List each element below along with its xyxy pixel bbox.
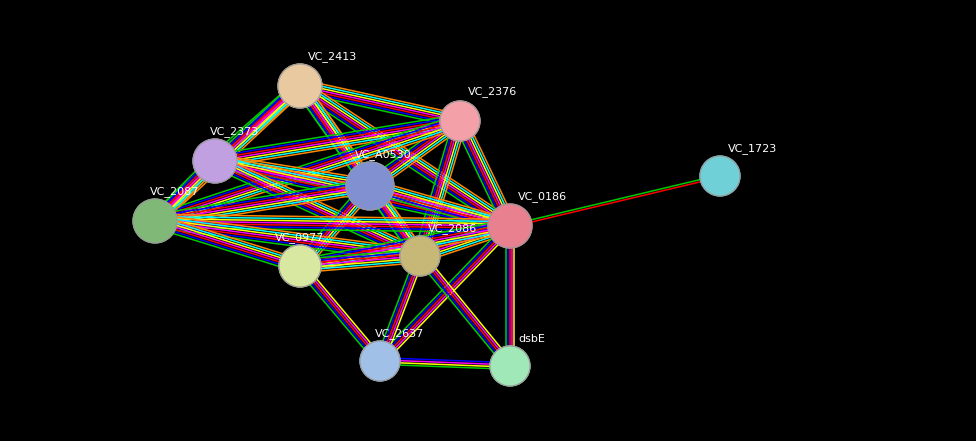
Text: VC_2086: VC_2086	[428, 223, 477, 234]
Circle shape	[360, 341, 400, 381]
Text: VC_2413: VC_2413	[308, 51, 357, 62]
Text: VC_A0530: VC_A0530	[355, 149, 412, 160]
Circle shape	[488, 204, 532, 248]
Circle shape	[440, 101, 480, 141]
Circle shape	[490, 346, 530, 386]
Text: VC_2376: VC_2376	[468, 86, 517, 97]
Text: VC_2087: VC_2087	[150, 186, 199, 197]
Circle shape	[279, 245, 321, 287]
Text: dsbE: dsbE	[518, 334, 545, 344]
Circle shape	[133, 199, 177, 243]
Text: VC_0977: VC_0977	[275, 232, 324, 243]
Circle shape	[700, 156, 740, 196]
Circle shape	[400, 236, 440, 276]
Text: VC_2637: VC_2637	[375, 328, 425, 339]
Text: VC_1723: VC_1723	[728, 143, 777, 154]
Circle shape	[278, 64, 322, 108]
Circle shape	[346, 162, 394, 210]
Circle shape	[193, 139, 237, 183]
Text: VC_2373: VC_2373	[210, 126, 260, 137]
Text: VC_0186: VC_0186	[518, 191, 567, 202]
